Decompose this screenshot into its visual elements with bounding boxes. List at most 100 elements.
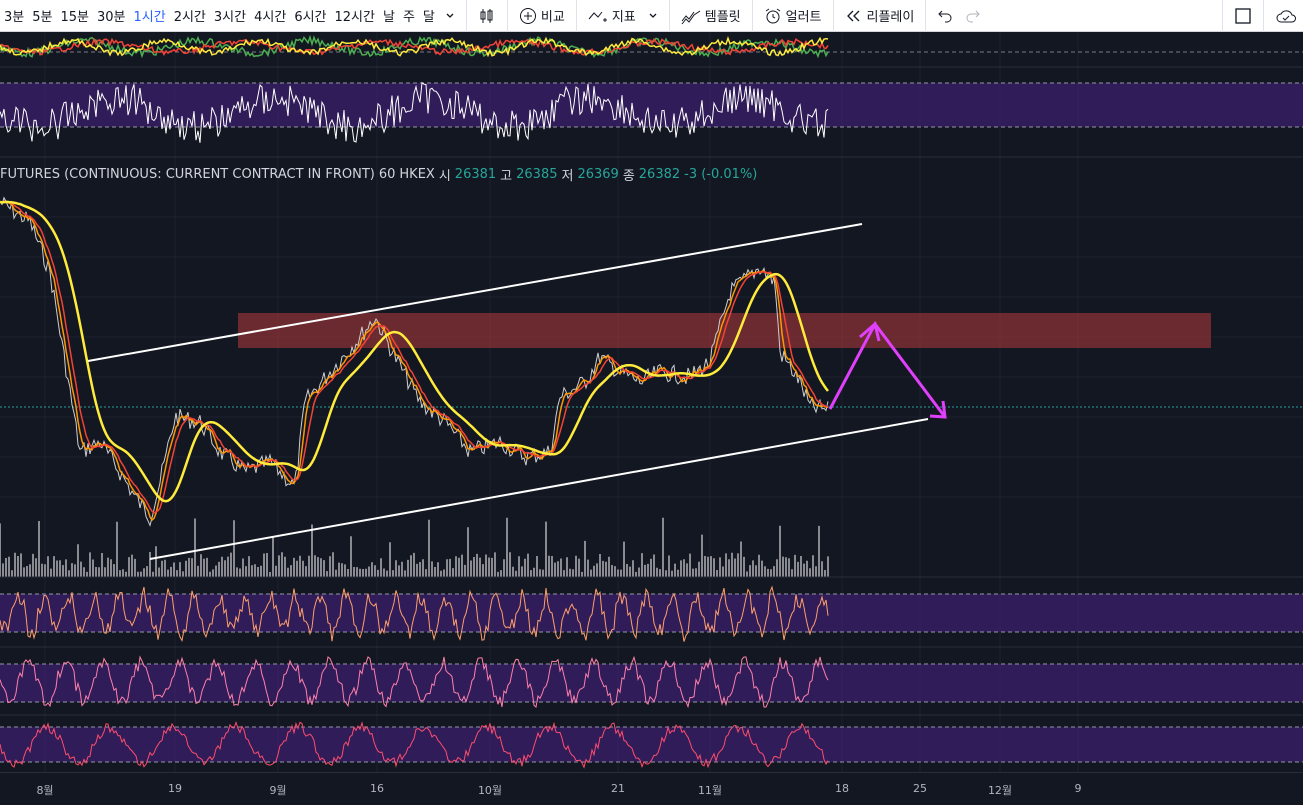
templates-button[interactable]: 템플릿 bbox=[675, 6, 747, 25]
replay-label: 리플레이 bbox=[866, 10, 915, 25]
chart-toolbar: 3분 5분 15분 30분 1시간 2시간 3시간 4시간 6시간 12시간 날… bbox=[0, 0, 1303, 32]
pane3-band bbox=[0, 594, 1303, 632]
time-axis-label: 16 bbox=[370, 782, 384, 795]
time-axis-label: 18 bbox=[835, 782, 849, 795]
time-axis[interactable]: 8월 19 9월 16 10월 21 11월 18 25 12월 9 bbox=[0, 772, 1303, 805]
time-axis-label: 9 bbox=[1074, 782, 1082, 795]
indicators-label: 지표 bbox=[611, 10, 636, 25]
time-axis-label: 19 bbox=[168, 782, 182, 795]
undo-icon bbox=[938, 10, 952, 22]
symbol-legend[interactable]: FUTURES (CONTINUOUS: CURRENT CONTRACT IN… bbox=[0, 165, 757, 184]
compare-button[interactable]: 비교 bbox=[513, 6, 571, 25]
toolbar-divider bbox=[925, 0, 927, 32]
indicator-pane-3[interactable] bbox=[0, 585, 1303, 642]
projection-arrow[interactable] bbox=[828, 321, 947, 419]
alert-label: 얼러트 bbox=[785, 10, 822, 25]
toolbar-divider bbox=[465, 0, 467, 32]
timeframe-1h[interactable]: 1시간 bbox=[133, 10, 166, 25]
indicators-button[interactable]: 지표 bbox=[582, 6, 642, 25]
indicator-pane-2[interactable] bbox=[0, 81, 1303, 143]
pane1-red-line bbox=[0, 37, 829, 56]
timeframe-menu-button[interactable] bbox=[439, 11, 461, 21]
time-axis-label: 12월 bbox=[987, 784, 1013, 797]
close-value: 26382 bbox=[638, 167, 681, 182]
timeframe-month[interactable]: 달 bbox=[422, 10, 435, 25]
candlestick-icon bbox=[480, 8, 493, 23]
symbol-interval: 60 bbox=[378, 167, 396, 182]
low-label: 저 bbox=[561, 169, 574, 184]
pane2-oscillator-line bbox=[0, 81, 829, 143]
timeframe-5m[interactable]: 5분 bbox=[32, 10, 53, 25]
templates-icon bbox=[681, 10, 701, 24]
indicator-pane-1[interactable] bbox=[0, 34, 1303, 59]
replay-button[interactable]: 리플레이 bbox=[839, 6, 921, 25]
toolbar-divider bbox=[668, 0, 670, 32]
timeframe-15m[interactable]: 15분 bbox=[60, 10, 89, 25]
indicator-pane-4[interactable] bbox=[0, 655, 1303, 709]
timeframe-4h[interactable]: 4시간 bbox=[254, 10, 287, 25]
pane4-oscillator-line bbox=[0, 655, 829, 709]
alarm-clock-icon bbox=[765, 8, 780, 23]
indicators-icon bbox=[588, 11, 607, 22]
time-axis-label: 21 bbox=[611, 782, 625, 795]
chevron-down-icon bbox=[446, 13, 454, 18]
pane2-band bbox=[0, 83, 1303, 127]
lower-trend-line[interactable] bbox=[149, 418, 929, 560]
timeframe-week[interactable]: 주 bbox=[402, 10, 415, 25]
toolbar-divider bbox=[1222, 0, 1223, 32]
volume-bars bbox=[0, 517, 829, 577]
indicators-menu-button[interactable] bbox=[642, 11, 664, 21]
pane4-band bbox=[0, 664, 1303, 702]
ma-slow-line bbox=[0, 200, 829, 503]
toolbar-divider bbox=[1263, 0, 1264, 32]
time-axis-label: 10월 bbox=[477, 784, 503, 797]
fullscreen-button[interactable] bbox=[1228, 7, 1258, 25]
time-axis-label: 9월 bbox=[269, 784, 287, 797]
chart-background bbox=[0, 32, 1303, 772]
ma-mid-line bbox=[0, 200, 829, 514]
time-axis-label: 8월 bbox=[36, 784, 54, 797]
redo-icon bbox=[966, 10, 981, 22]
timeframe-6h[interactable]: 6시간 bbox=[294, 10, 327, 25]
templates-label: 템플릿 bbox=[704, 10, 741, 25]
close-label: 종 bbox=[622, 169, 635, 184]
timeframe-2h[interactable]: 2시간 bbox=[173, 10, 206, 25]
chart-type-button[interactable] bbox=[472, 7, 502, 25]
upper-trend-line[interactable] bbox=[87, 223, 863, 362]
toolbar-divider bbox=[751, 0, 753, 32]
change-value: -3 (-0.01%) bbox=[684, 167, 758, 182]
ma-fast-line bbox=[0, 200, 829, 522]
low-value: 26369 bbox=[577, 167, 619, 182]
square-icon bbox=[1235, 7, 1251, 24]
timeframe-30m[interactable]: 30분 bbox=[96, 10, 126, 25]
cloud-save-button[interactable] bbox=[1269, 7, 1303, 25]
pane3-oscillator-line bbox=[0, 585, 829, 642]
chevron-down-icon bbox=[649, 13, 657, 18]
time-axis-label: 25 bbox=[913, 782, 927, 795]
projection-arrowhead-down bbox=[929, 400, 947, 419]
cloud-icon bbox=[1276, 9, 1296, 22]
high-value: 26385 bbox=[516, 167, 558, 182]
compare-label: 비교 bbox=[540, 10, 565, 25]
indicator-pane-5[interactable] bbox=[0, 720, 1303, 769]
alert-button[interactable]: 얼러트 bbox=[758, 6, 828, 25]
price-pane[interactable] bbox=[0, 196, 1303, 577]
symbol-name: FUTURES (CONTINUOUS: CURRENT CONTRACT IN… bbox=[0, 167, 375, 182]
time-axis-label: 11월 bbox=[697, 784, 723, 797]
chart-area[interactable] bbox=[0, 32, 1303, 772]
pane1-yellow-line bbox=[0, 36, 829, 58]
projection-arrowhead-up bbox=[859, 321, 881, 342]
timeframe-3m[interactable]: 3분 bbox=[4, 10, 25, 25]
undo-button[interactable] bbox=[931, 9, 959, 23]
redo-button[interactable] bbox=[959, 9, 987, 23]
pane5-band bbox=[0, 727, 1303, 762]
timeframe-12h[interactable]: 12시간 bbox=[334, 10, 375, 25]
timeframe-day[interactable]: 날 bbox=[382, 10, 395, 25]
rewind-icon bbox=[846, 10, 859, 21]
high-label: 고 bbox=[500, 169, 513, 184]
symbol-exchange: HKEX bbox=[399, 167, 435, 182]
timeframe-3h[interactable]: 3시간 bbox=[213, 10, 247, 25]
pane5-oscillator-line bbox=[0, 720, 829, 769]
open-label: 시 bbox=[438, 169, 451, 184]
toolbar-divider bbox=[575, 0, 577, 32]
